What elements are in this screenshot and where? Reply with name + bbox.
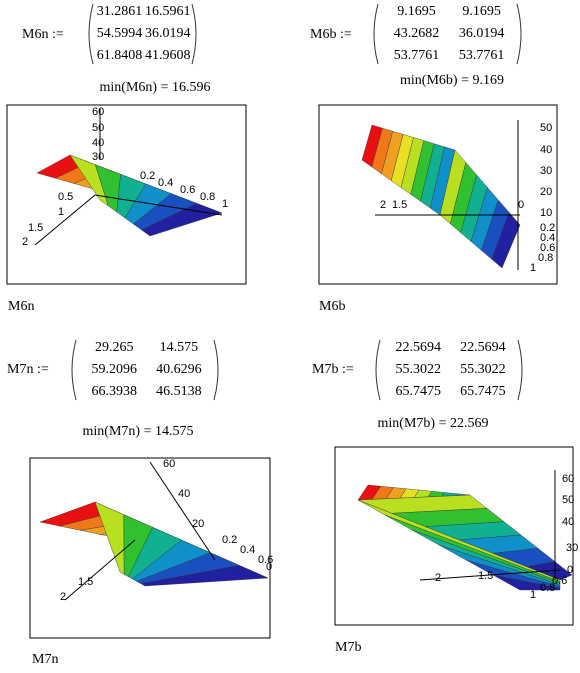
axis-tick-label: 1 [530, 589, 536, 601]
axis-tick-label: 30 [566, 542, 578, 554]
matrix-cell: 36.0194 [145, 26, 191, 41]
axis-tick-label: 1 [58, 206, 64, 218]
axis-tick-label: 60 [92, 106, 104, 118]
axis-tick-label: 0.8 [200, 191, 215, 203]
axis-tick-label: 2 [22, 236, 28, 248]
matrix-name: M7n := [7, 362, 49, 377]
axis-tick-label: 0.4 [240, 544, 255, 556]
matrix-bracket [213, 339, 219, 401]
axis-tick-label: 40 [178, 488, 190, 500]
min-expression: min(M7n) = 14.575 [83, 424, 194, 439]
axis-tick-label: 60 [163, 458, 175, 470]
matrix-cell: 9.1695 [462, 4, 501, 19]
matrix-cell: 59.2096 [91, 362, 137, 377]
matrix-cell: 66.3938 [91, 384, 137, 399]
matrix-cell: 22.5694 [460, 340, 506, 355]
axis-tick-label: 1.5 [28, 222, 43, 234]
matrix-cell: 54.5994 [97, 26, 143, 41]
matrix-cell: 9.1695 [397, 4, 436, 19]
matrix-cell: 36.0194 [459, 26, 505, 41]
axis-tick-label: 2 [435, 572, 441, 584]
axis-tick-label: 50 [540, 122, 552, 134]
matrix-bracket [71, 339, 77, 401]
plot-caption: M7n [32, 652, 58, 667]
matrix-cell: 41.9608 [145, 48, 191, 63]
axis-tick-label: 40 [92, 137, 104, 149]
axis-tick-label: 40 [562, 516, 574, 528]
matrix-cell: 43.2682 [394, 26, 440, 41]
axis-tick-label: 0.5 [58, 191, 73, 203]
plot-axis [34, 194, 96, 246]
plot-axis [149, 461, 216, 561]
axis-tick-label: 0.2 [540, 222, 555, 234]
axis-tick-label: 30 [92, 151, 104, 163]
matrix-cell: 65.7475 [460, 384, 506, 399]
axis-tick-label: 20 [192, 518, 204, 530]
axis-tick-label: 20 [540, 186, 552, 198]
matrix-name: M6b := [310, 27, 352, 42]
matrix-cell: 53.7761 [459, 48, 505, 63]
matrix-bracket [191, 3, 197, 65]
matrix-cell: 55.3022 [460, 362, 506, 377]
axis-tick-label: 30 [540, 165, 552, 177]
matrix-bracket [516, 3, 522, 65]
matrix-bracket [517, 339, 523, 401]
plot-axis [64, 539, 136, 601]
axis-tick-label: 0 [266, 561, 272, 573]
plot-caption: M6b [319, 299, 345, 314]
axis-tick-label: 1.5 [78, 576, 93, 588]
axis-tick-label: 1 [530, 262, 536, 274]
axis-tick-label: 10 [540, 207, 552, 219]
axis-tick-label: 0.4 [540, 232, 555, 244]
matrix-cell: 46.5138 [156, 384, 202, 399]
matrix-cell: 22.5694 [395, 340, 441, 355]
axis-tick-label: 0.6 [552, 575, 567, 587]
plot-caption: M7b [335, 640, 361, 655]
surface-patch [491, 212, 521, 269]
axis-tick-label: 0.6 [540, 242, 555, 254]
surface-patch [140, 565, 269, 587]
matrix-cell: 29.265 [95, 340, 134, 355]
axis-tick-label: 2 [60, 591, 66, 603]
matrix-cell: 40.6296 [156, 362, 202, 377]
matrix-name: M7b := [312, 362, 354, 377]
axis-tick-label: 0.6 [180, 184, 195, 196]
axis-tick-label: 50 [92, 122, 104, 134]
axis-tick-label: 0.4 [158, 177, 173, 189]
matrix-cell: 31.2861 [97, 4, 143, 19]
axis-tick-label: 0.8 [538, 252, 553, 264]
min-expression: min(M7b) = 22.569 [378, 416, 489, 431]
axis-tick-label: 0.2 [222, 534, 237, 546]
axis-tick-label: 0.2 [140, 170, 155, 182]
plot-caption: M6n [8, 299, 34, 314]
axis-tick-label: 1.5 [392, 199, 407, 211]
axis-tick-label: 50 [562, 494, 574, 506]
plot-axis [419, 569, 561, 581]
axis-tick-label: 1 [222, 198, 228, 210]
min-expression: min(M6b) = 9.169 [400, 73, 504, 88]
min-expression: min(M6n) = 16.596 [100, 80, 211, 95]
axis-tick-label: 1.5 [478, 570, 493, 582]
axis-tick-label: 40 [540, 144, 552, 156]
matrix-cell: 61.8408 [97, 48, 143, 63]
matrix-cell: 55.3022 [395, 362, 441, 377]
matrix-cell: 65.7475 [395, 384, 441, 399]
matrix-cell: 14.575 [160, 340, 199, 355]
matrix-cell: 16.5961 [145, 4, 191, 19]
matrix-cell: 53.7761 [394, 48, 440, 63]
matrix-bracket [373, 3, 379, 65]
matrix-bracket [375, 339, 381, 401]
axis-tick-label: 0 [518, 199, 524, 211]
axis-tick-label: 0.6 [258, 554, 273, 566]
axis-tick-label: 60 [562, 473, 574, 485]
matrix-name: M6n := [22, 27, 64, 42]
axis-tick-label: 2 [380, 199, 386, 211]
matrix-bracket [88, 3, 94, 65]
axis-tick-label: 0.8 [540, 582, 555, 594]
axis-tick-label: 0 [567, 564, 573, 576]
plot-axis [94, 194, 223, 216]
surface-patch [492, 574, 561, 591]
